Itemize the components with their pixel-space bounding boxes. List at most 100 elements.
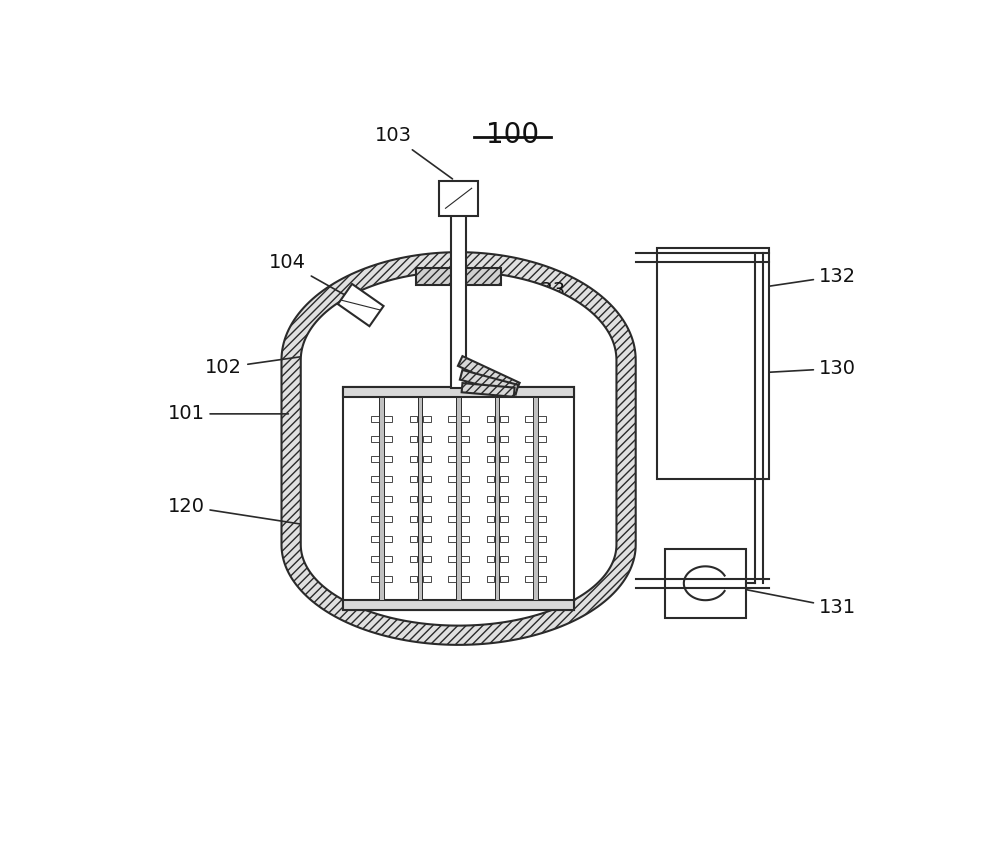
- Bar: [500, 496, 508, 502]
- Bar: [538, 556, 546, 562]
- Polygon shape: [460, 370, 518, 394]
- Bar: [461, 496, 469, 502]
- Bar: [500, 476, 508, 482]
- Bar: [384, 457, 392, 462]
- Bar: [461, 536, 469, 542]
- Bar: [416, 268, 501, 285]
- Bar: [423, 476, 431, 482]
- Bar: [487, 576, 494, 582]
- Bar: [461, 556, 469, 562]
- Bar: [384, 496, 392, 502]
- Bar: [665, 549, 746, 618]
- Bar: [538, 436, 546, 442]
- Bar: [423, 457, 431, 462]
- Bar: [371, 496, 379, 502]
- Bar: [384, 416, 392, 422]
- Bar: [525, 436, 533, 442]
- Bar: [384, 476, 392, 482]
- Bar: [423, 436, 431, 442]
- Bar: [538, 416, 546, 422]
- Bar: [487, 436, 494, 442]
- Bar: [418, 397, 422, 600]
- Bar: [456, 397, 461, 600]
- Bar: [487, 516, 494, 522]
- Bar: [448, 556, 456, 562]
- Bar: [384, 436, 392, 442]
- Bar: [371, 476, 379, 482]
- Text: 120: 120: [168, 497, 350, 532]
- Bar: [525, 496, 533, 502]
- Bar: [384, 556, 392, 562]
- Bar: [487, 457, 494, 462]
- Bar: [525, 457, 533, 462]
- Bar: [461, 457, 469, 462]
- Bar: [343, 387, 574, 397]
- Bar: [525, 576, 533, 582]
- PathPatch shape: [282, 252, 636, 645]
- Bar: [384, 536, 392, 542]
- Bar: [448, 416, 456, 422]
- Text: 133: 133: [506, 281, 566, 350]
- Bar: [525, 416, 533, 422]
- Bar: [423, 536, 431, 542]
- Bar: [343, 600, 574, 610]
- Bar: [500, 436, 508, 442]
- PathPatch shape: [301, 272, 616, 626]
- Bar: [461, 416, 469, 422]
- Bar: [525, 536, 533, 542]
- Bar: [371, 457, 379, 462]
- Bar: [423, 416, 431, 422]
- Bar: [500, 416, 508, 422]
- Bar: [410, 556, 417, 562]
- Bar: [525, 516, 533, 522]
- Bar: [538, 476, 546, 482]
- Bar: [538, 496, 546, 502]
- Bar: [500, 556, 508, 562]
- Text: 103: 103: [375, 126, 453, 179]
- Text: 101: 101: [168, 405, 288, 424]
- Polygon shape: [338, 284, 384, 326]
- Bar: [410, 416, 417, 422]
- Bar: [379, 397, 384, 600]
- Bar: [538, 576, 546, 582]
- Polygon shape: [458, 356, 520, 393]
- Bar: [371, 556, 379, 562]
- Bar: [461, 516, 469, 522]
- Bar: [371, 536, 379, 542]
- Bar: [448, 536, 456, 542]
- Bar: [448, 476, 456, 482]
- Bar: [448, 516, 456, 522]
- Bar: [423, 556, 431, 562]
- Bar: [487, 416, 494, 422]
- Text: 102: 102: [205, 347, 369, 377]
- Bar: [495, 397, 499, 600]
- Bar: [410, 516, 417, 522]
- Bar: [448, 457, 456, 462]
- Bar: [657, 249, 769, 479]
- Bar: [448, 496, 456, 502]
- Bar: [525, 556, 533, 562]
- Bar: [384, 516, 392, 522]
- Bar: [538, 516, 546, 522]
- Bar: [500, 576, 508, 582]
- Bar: [410, 457, 417, 462]
- Polygon shape: [462, 383, 515, 397]
- Bar: [410, 476, 417, 482]
- Bar: [461, 476, 469, 482]
- Text: 130: 130: [716, 359, 856, 378]
- Text: 132: 132: [716, 267, 856, 294]
- Bar: [371, 576, 379, 582]
- Bar: [448, 576, 456, 582]
- Bar: [500, 457, 508, 462]
- Bar: [423, 496, 431, 502]
- Bar: [371, 416, 379, 422]
- Bar: [487, 476, 494, 482]
- Bar: [525, 476, 533, 482]
- Bar: [343, 387, 574, 610]
- Bar: [487, 556, 494, 562]
- Bar: [500, 536, 508, 542]
- Bar: [461, 436, 469, 442]
- Bar: [410, 536, 417, 542]
- Bar: [538, 457, 546, 462]
- Bar: [371, 436, 379, 442]
